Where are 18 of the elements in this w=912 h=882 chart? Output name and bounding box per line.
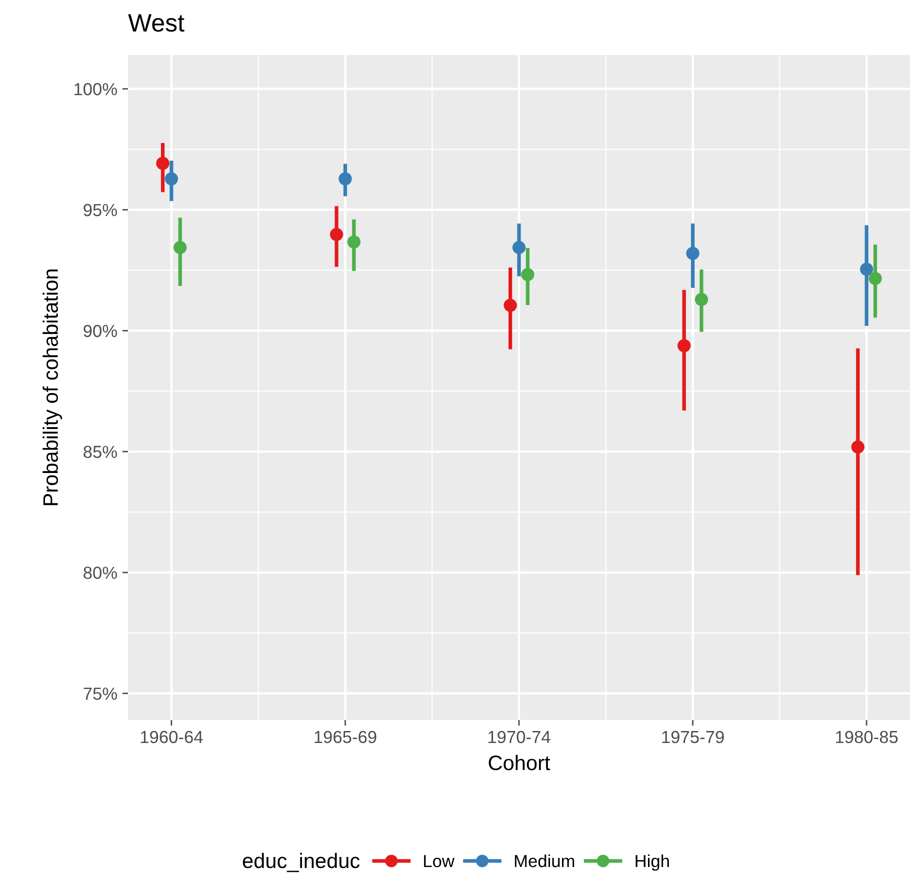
- x-tick-label: 1960-64: [140, 730, 203, 744]
- x-tick-label: 1975-79: [662, 730, 724, 744]
- y-tick-label: 90%: [84, 324, 117, 338]
- legend-label: Medium: [514, 854, 574, 868]
- y-tick-label: 100%: [74, 83, 117, 96]
- chart-title: West: [128, 14, 184, 32]
- y-tick-label: 85%: [84, 446, 117, 458]
- y-axis-title: Probability of cohabitation: [42, 270, 62, 506]
- x-axis-title: Cohort: [488, 754, 550, 770]
- y-tick-label: 75%: [84, 688, 117, 700]
- x-tick-label: 1980-85: [836, 730, 898, 744]
- legend-label: Low: [424, 855, 455, 868]
- legend-title: educ_ineduc: [242, 852, 360, 872]
- x-tick-label: 1965-69: [314, 730, 376, 744]
- legend-label: High: [636, 854, 669, 871]
- y-tick-label: 95%: [84, 204, 117, 216]
- x-tick-label: 1970-74: [488, 730, 550, 744]
- y-tick-label: 80%: [84, 566, 117, 579]
